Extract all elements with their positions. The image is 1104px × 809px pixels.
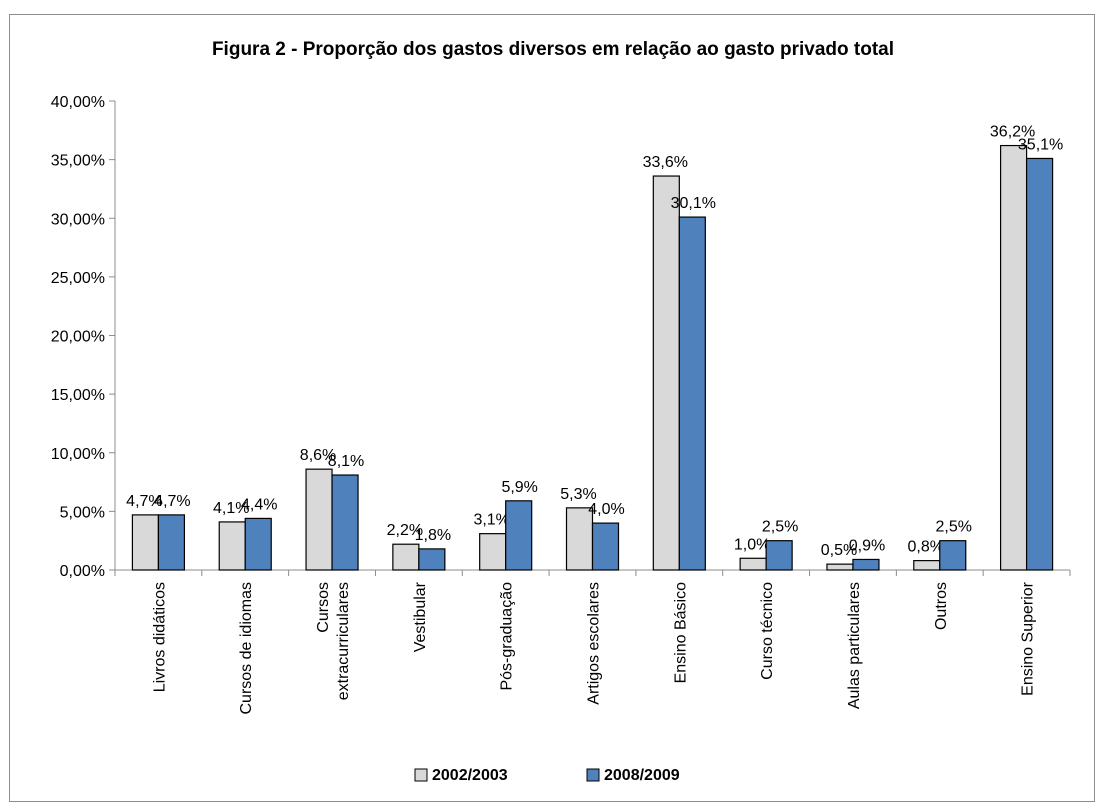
data-label: 3,1%: [473, 512, 509, 529]
bar-series1: [218, 521, 246, 571]
category-label-line: Outros: [933, 582, 950, 630]
data-label: 1,0%: [734, 536, 770, 553]
bar-series2: [505, 500, 533, 571]
data-label: 2,5%: [936, 519, 972, 536]
bar-series2: [331, 474, 359, 571]
data-label: 4,7%: [126, 493, 162, 510]
category-label-line: Livros didáticos: [151, 582, 168, 692]
bar-series1: [999, 144, 1028, 571]
bar-series1: [739, 557, 767, 571]
data-label: 8,6%: [300, 447, 336, 464]
category-label: Artigos escolares: [586, 582, 603, 705]
category-label: Pós-graduação: [499, 582, 516, 691]
data-label: 5,3%: [560, 486, 596, 503]
legend-swatch: [586, 768, 600, 782]
plot-area: 0,00% 5,00% 10,00% 15,00% 20,00% 25,00% 30,00%…: [51, 94, 1071, 715]
data-label: 4,4%: [241, 496, 277, 513]
bar-series2: [244, 517, 272, 571]
data-label: 0,9%: [849, 537, 885, 554]
data-label: 2,2%: [387, 522, 423, 539]
data-label: 33,6%: [643, 154, 688, 171]
category-label-line: Artigos escolares: [586, 582, 603, 705]
data-label: 5,9%: [501, 479, 537, 496]
data-label: 2,5%: [762, 519, 798, 536]
bar-series2: [765, 540, 793, 571]
bar-series2: [852, 558, 880, 571]
category-label-line: Cursos de idiomas: [238, 582, 255, 715]
bar-series1: [479, 533, 507, 571]
bar-series2: [678, 216, 706, 571]
category-label-line: Ensino Superior: [1020, 581, 1037, 696]
legend-label: 2002/2003: [432, 767, 508, 784]
category-label: Cursos de idiomas: [238, 582, 255, 715]
category-label: Aulas particulares: [846, 582, 863, 709]
data-label: 35,1%: [1018, 136, 1063, 153]
bar-series2: [418, 548, 446, 571]
data-label: 4,1%: [213, 500, 249, 517]
category-label: Livros didáticos: [151, 582, 168, 692]
bar-series2: [157, 514, 186, 571]
category-label-line: Cursos: [315, 582, 332, 633]
y-tick-label: 20,00%: [51, 329, 105, 346]
category-label-line: Vestibular: [412, 581, 429, 652]
bar-series1: [392, 543, 420, 571]
y-tick-label: 0,00%: [60, 563, 105, 580]
data-label: 0,5%: [821, 542, 857, 559]
y-tick-label: 30,00%: [51, 211, 105, 228]
data-label: 4,7%: [154, 493, 190, 510]
legend-label: 2008/2009: [604, 767, 680, 784]
legend: 2002/2003 2008/2009: [414, 767, 680, 784]
category-label: Ensino Básico: [672, 582, 689, 683]
category-label-line: Ensino Básico: [672, 582, 689, 683]
data-label: 8,1%: [328, 453, 364, 470]
bar-chart: Figura 2 - Proporção dos gastos diversos…: [51, 39, 1071, 784]
category-label: Outros: [933, 582, 950, 630]
bar-series1: [652, 175, 680, 571]
y-tick-label: 40,00%: [51, 94, 105, 111]
y-tick-label: 5,00%: [60, 504, 105, 521]
legend-swatch: [414, 768, 428, 782]
bar-series1: [826, 563, 854, 571]
bar-series2: [591, 522, 620, 571]
bar-series1: [565, 507, 594, 571]
y-tick-label: 25,00%: [51, 270, 105, 287]
y-tick-label: 10,00%: [51, 446, 105, 463]
category-label: Vestibular: [412, 581, 429, 652]
category-label: Ensino Superior: [1020, 581, 1037, 696]
data-label: 36,2%: [990, 124, 1035, 141]
chart-area: Figura 2 - Proporção dos gastos diversos…: [9, 14, 1095, 802]
category-label-line: Pós-graduação: [499, 582, 516, 691]
data-label: 30,1%: [671, 195, 716, 212]
bar-series1: [913, 560, 941, 571]
category-label-line: extracurriculares: [335, 582, 352, 700]
chart-title: Figura 2 - Proporção dos gastos diversos…: [212, 39, 894, 60]
bar-series2: [939, 540, 967, 571]
data-label: 1,8%: [415, 527, 451, 544]
data-label: 0,8%: [908, 539, 944, 556]
category-label-line: Curso técnico: [759, 582, 776, 680]
y-tick-label: 35,00%: [51, 153, 105, 170]
category-label: Curso técnico: [759, 582, 776, 680]
y-tick-label: 15,00%: [51, 387, 105, 404]
bar-series1: [305, 468, 333, 571]
bar-series2: [1025, 157, 1054, 571]
bar-series1: [131, 514, 160, 571]
category-label-line: Aulas particulares: [846, 582, 863, 709]
data-label: 4,0%: [588, 501, 624, 518]
category-label: Cursos extracurriculares: [315, 582, 352, 700]
